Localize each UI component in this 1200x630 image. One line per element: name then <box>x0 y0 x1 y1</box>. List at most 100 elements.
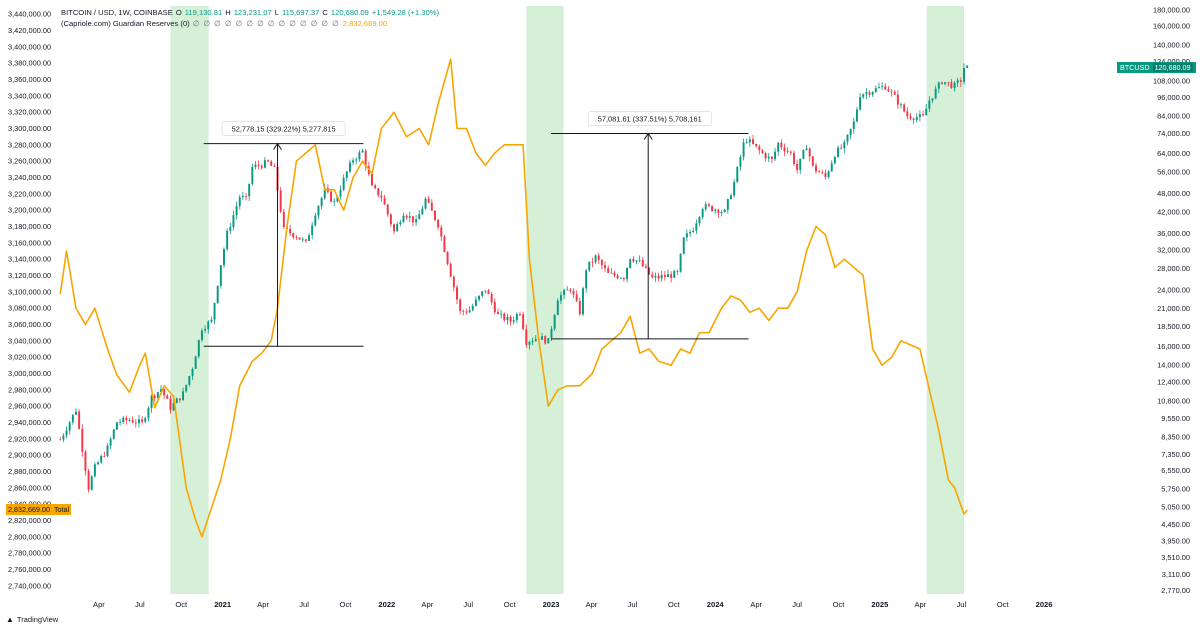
candle-body <box>953 82 956 88</box>
left-tick-label: 3,280,000.00 <box>8 140 51 149</box>
right-tick-label: 3,950.00 <box>1161 537 1190 546</box>
candle-body <box>830 163 833 172</box>
candle-body <box>336 196 339 202</box>
candle-body <box>610 272 613 274</box>
candle-body <box>459 299 462 311</box>
candle-body <box>940 82 943 84</box>
left-tick-label: 2,740,000.00 <box>8 581 51 590</box>
candle-body <box>632 259 635 262</box>
left-tick-label: 2,820,000.00 <box>8 516 51 525</box>
right-tick-label: 56,000.00 <box>1157 168 1190 177</box>
candle-body <box>440 227 443 237</box>
candle-body <box>947 82 950 83</box>
candle-body <box>402 215 405 223</box>
candle-body <box>770 156 773 160</box>
right-tick-label: 18,500.00 <box>1157 322 1190 331</box>
candle-body <box>487 290 490 295</box>
candle-body <box>944 82 947 84</box>
candle-body <box>745 142 748 144</box>
candle-body <box>874 88 877 92</box>
candle-body <box>481 291 484 296</box>
candle-body <box>862 94 865 98</box>
candle-body <box>456 287 458 300</box>
candle-body <box>153 395 156 398</box>
candle-body <box>569 289 572 291</box>
candle-body <box>918 114 921 117</box>
price-tag: BTCUSD 120,680.09 <box>1117 62 1196 73</box>
left-tick-label: 3,340,000.00 <box>8 91 51 100</box>
candle-body <box>909 116 912 119</box>
candle-body <box>380 195 383 198</box>
candle-body <box>833 156 836 164</box>
candle-body <box>512 320 515 322</box>
candle-body <box>651 274 654 278</box>
candle-body <box>122 417 125 423</box>
close-value: 120,680.09 <box>330 8 369 17</box>
candle-body <box>62 435 65 440</box>
footer: ▲ TradingView <box>6 615 58 624</box>
indicator-label[interactable]: (Capriole.com) Guardian Reserves (0) <box>61 18 190 28</box>
candle-body <box>490 294 493 303</box>
high-value: 123,231.07 <box>233 8 272 17</box>
candle-body <box>418 214 421 220</box>
candle-body <box>273 166 276 167</box>
left-tick-label: 2,780,000.00 <box>8 549 51 558</box>
indicator-row: (Capriole.com) Guardian Reserves (0) ∅ ∅… <box>61 19 439 30</box>
left-tick-label: 2,800,000.00 <box>8 532 51 541</box>
candle-body <box>396 224 399 232</box>
measurement-tools[interactable]: 52,778.15 (329.22%) 5,277,815 57,081.61 (… <box>203 111 749 347</box>
candle-body <box>843 141 846 149</box>
candle-body <box>172 403 175 411</box>
candle-body <box>676 271 679 272</box>
candle-body <box>950 82 953 88</box>
candle-body <box>232 215 235 228</box>
candle-body <box>141 419 144 422</box>
candle-body <box>799 158 802 170</box>
candle-body <box>626 267 629 280</box>
candle-body <box>289 229 292 234</box>
candle-body <box>673 271 676 278</box>
candle-body <box>912 118 915 120</box>
candle-body <box>430 202 433 211</box>
right-tick-label: 42,000.00 <box>1157 208 1190 217</box>
x-tick-label: Apr <box>257 600 269 609</box>
measure-label: 52,778.15 (329.22%) 5,277,815 <box>232 125 336 134</box>
left-tick-label: 3,220,000.00 <box>8 189 51 198</box>
brand-label[interactable]: TradingView <box>16 615 59 624</box>
x-tick-label: Jul <box>956 600 966 609</box>
candle-body <box>893 91 896 95</box>
left-tick-label: 2,920,000.00 <box>8 434 51 443</box>
right-tick-label: 64,000.00 <box>1157 149 1190 158</box>
candle-body <box>213 302 216 320</box>
candle-body <box>670 274 673 278</box>
candle-body <box>484 290 487 292</box>
shaded-period <box>170 6 209 594</box>
candle-body <box>701 209 704 218</box>
candle-body <box>462 310 465 312</box>
tradingview-logo-icon[interactable]: ▲ <box>6 615 14 624</box>
candle-body <box>166 395 169 399</box>
candle-body <box>103 456 106 457</box>
right-tick-label: 124,000.00 <box>1153 57 1190 66</box>
candle-body <box>887 89 890 92</box>
right-tick-label: 7,350.00 <box>1161 450 1190 459</box>
change-value: +1,549.28 (+1.30%) <box>371 8 440 17</box>
candle-body <box>748 139 751 143</box>
left-tick-label: 3,200,000.00 <box>8 206 51 215</box>
candle-body <box>692 230 695 233</box>
candle-body <box>106 445 109 457</box>
candle-body <box>320 198 323 207</box>
candle-body <box>878 87 880 89</box>
candle-body <box>837 147 840 157</box>
candle-body <box>711 205 714 211</box>
left-tick-label: 2,980,000.00 <box>8 385 51 394</box>
right-tick-label: 160,000.00 <box>1153 22 1190 31</box>
candle-body <box>194 356 197 369</box>
candle-body <box>815 165 817 172</box>
candle-body <box>188 376 191 385</box>
candle-body <box>415 219 418 223</box>
measure-arrowhead <box>273 142 282 150</box>
symbol-label[interactable]: BITCOIN / USD, 1W, COINBASE <box>61 8 173 17</box>
